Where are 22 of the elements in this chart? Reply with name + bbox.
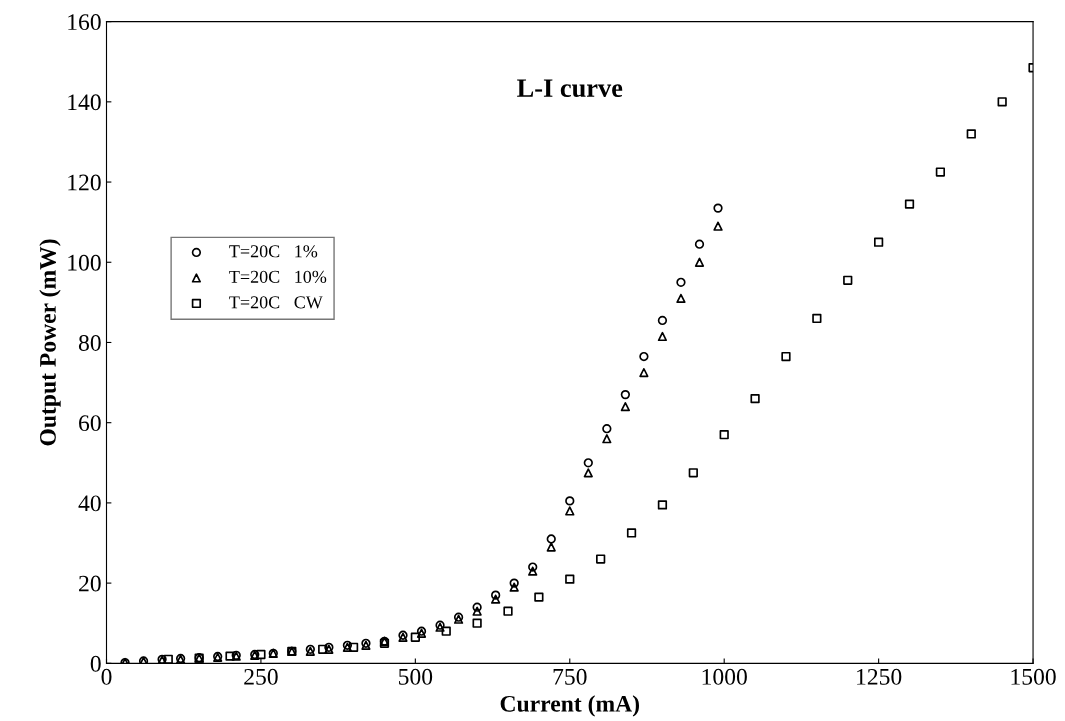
- x-tick-label: 1500: [1011, 668, 1056, 685]
- x-tick-label: 1250: [857, 668, 902, 685]
- x-axis-title: Current (mA): [500, 695, 640, 717]
- x-tick-label: 250: [244, 668, 278, 685]
- legend-label: T=20C CW: [229, 296, 323, 309]
- y-tick-label: 40: [78, 495, 101, 512]
- y-axis-title: Output Power (mW): [39, 239, 61, 446]
- y-tick-label: 120: [68, 174, 101, 191]
- y-tick-label: 140: [68, 94, 101, 111]
- text: L-I curve: [517, 79, 623, 98]
- y-tick-label: 100: [68, 254, 101, 271]
- y-tick-label: 80: [78, 334, 101, 351]
- y-tick-label: 160: [68, 14, 101, 31]
- x-tick-label: 750: [553, 668, 587, 685]
- legend-label: T=20C 1%: [229, 245, 318, 258]
- x-tick-label: 1000: [702, 668, 747, 685]
- y-tick-label: 20: [79, 575, 101, 592]
- y-tick-label: 60: [79, 415, 101, 432]
- y-tick-label: 0: [90, 655, 101, 672]
- legend-label: T=20C 10%: [229, 270, 327, 283]
- x-tick-label: 500: [399, 668, 433, 685]
- x-tick-label: 0: [101, 668, 112, 685]
